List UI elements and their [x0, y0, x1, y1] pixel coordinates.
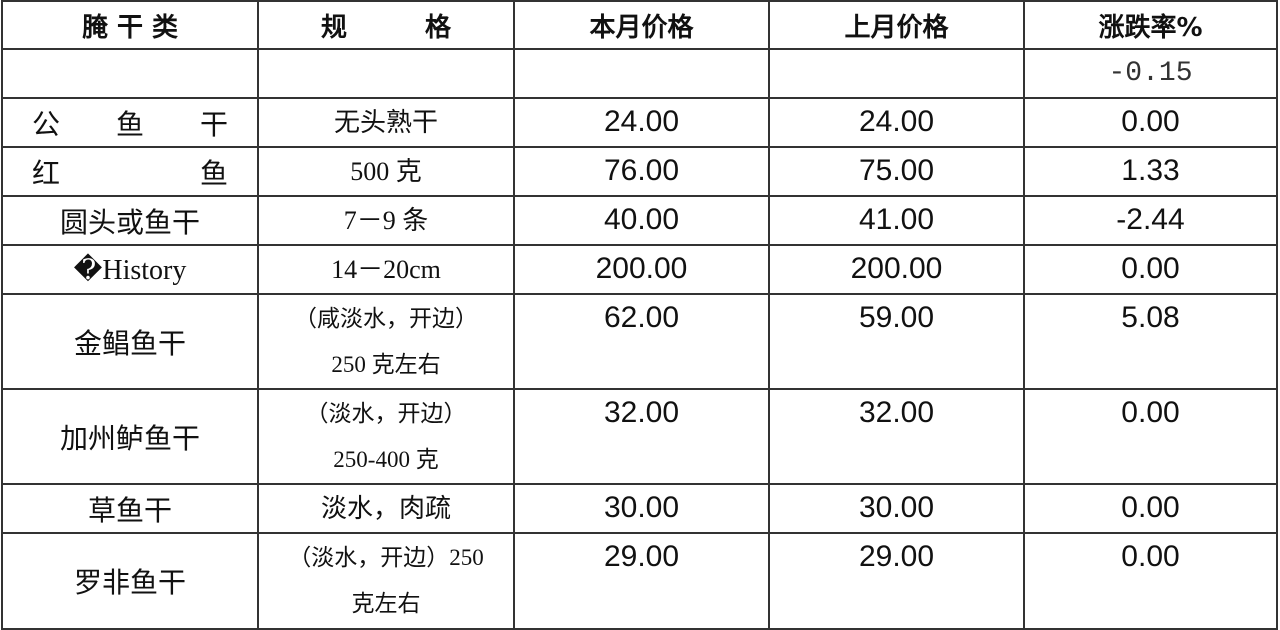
item-name: �History	[1, 244, 259, 295]
summary-change: -0.15	[1023, 48, 1278, 99]
header-spec: 规 格	[257, 0, 515, 50]
spec-line: 7－9 条	[343, 206, 429, 235]
this-month-price: 30.00	[513, 483, 770, 534]
header-this-month: 本月价格	[513, 0, 770, 50]
item-spec: 14－20cm	[257, 244, 515, 295]
this-month-price: 24.00	[513, 97, 770, 148]
spec-line: 无头熟干	[333, 108, 438, 137]
header-change: 涨跌率%	[1023, 0, 1278, 50]
summary-row: -0.15	[1, 48, 1278, 99]
spec-line: （咸淡水，开边）	[294, 305, 478, 331]
this-month-price: 40.00	[513, 195, 770, 246]
spec-line: 500 克	[350, 157, 422, 186]
table-row: 公 鱼 干 无头熟干 24.00 24.00 0.00	[1, 97, 1278, 148]
last-month-price: 59.00	[768, 293, 1025, 390]
change-rate: -2.44	[1023, 195, 1278, 246]
spec-line: 250-400 克	[333, 446, 439, 472]
last-month-price: 29.00	[768, 532, 1025, 630]
change-rate: 0.00	[1023, 532, 1278, 630]
last-month-price: 200.00	[768, 244, 1025, 295]
this-month-price: 32.00	[513, 388, 770, 485]
header-last-month: 上月价格	[768, 0, 1025, 50]
change-rate: 5.08	[1023, 293, 1278, 390]
table-row: 红 鱼 500 克 76.00 75.00 1.33	[1, 146, 1278, 197]
item-spec: 淡水，肉疏	[257, 483, 515, 534]
table-row: 金鲳鱼干 （咸淡水，开边） 250 克左右 62.00 59.00 5.08	[1, 293, 1278, 390]
table-row: 罗非鱼干 （淡水，开边）250 克左右 29.00 29.00 0.00	[1, 532, 1278, 630]
item-spec: 500 克	[257, 146, 515, 197]
item-name: 金鲳鱼干	[1, 293, 259, 390]
change-rate: 0.00	[1023, 483, 1278, 534]
spec-line: （淡水，开边）	[305, 400, 467, 426]
item-spec: 无头熟干	[257, 97, 515, 148]
spec-line: 14－20cm	[331, 255, 441, 284]
spec-line: 淡水，肉疏	[320, 494, 451, 523]
change-rate: 1.33	[1023, 146, 1278, 197]
item-spec: 7－9 条	[257, 195, 515, 246]
item-name: 草鱼干	[1, 483, 259, 534]
item-name: 罗非鱼干	[1, 532, 259, 630]
change-rate: 0.00	[1023, 388, 1278, 485]
this-month-price: 29.00	[513, 532, 770, 630]
header-category: 腌 干 类	[1, 0, 259, 50]
item-name: 红 鱼	[1, 146, 259, 197]
last-month-price: 41.00	[768, 195, 1025, 246]
spec-line: 克左右	[351, 591, 421, 616]
last-month-price: 75.00	[768, 146, 1025, 197]
last-month-price: 32.00	[768, 388, 1025, 485]
last-month-price: 24.00	[768, 97, 1025, 148]
table-row: �History 14－20cm 200.00 200.00 0.00	[1, 244, 1278, 295]
spec-line: （淡水，开边）250	[288, 545, 484, 570]
item-spec: （淡水，开边）250 克左右	[257, 532, 515, 630]
change-rate: 0.00	[1023, 244, 1278, 295]
last-month-price: 30.00	[768, 483, 1025, 534]
item-name: 公 鱼 干	[1, 97, 259, 148]
table-row: 加州鲈鱼干 （淡水，开边） 250-400 克 32.00 32.00 0.00	[1, 388, 1278, 485]
this-month-price: 62.00	[513, 293, 770, 390]
this-month-price: 76.00	[513, 146, 770, 197]
item-spec: （咸淡水，开边） 250 克左右	[257, 293, 515, 390]
table-header: 腌 干 类 规 格 本月价格 上月价格 涨跌率%	[1, 0, 1278, 50]
item-spec: （淡水，开边） 250-400 克	[257, 388, 515, 485]
table-row: 草鱼干 淡水，肉疏 30.00 30.00 0.00	[1, 483, 1278, 534]
change-rate: 0.00	[1023, 97, 1278, 148]
this-month-price: 200.00	[513, 244, 770, 295]
item-name: 圆头或鱼干	[1, 195, 259, 246]
table-row: 圆头或鱼干 7－9 条 40.00 41.00 -2.44	[1, 195, 1278, 246]
item-name: 加州鲈鱼干	[1, 388, 259, 485]
spec-line: 250 克左右	[331, 351, 441, 377]
